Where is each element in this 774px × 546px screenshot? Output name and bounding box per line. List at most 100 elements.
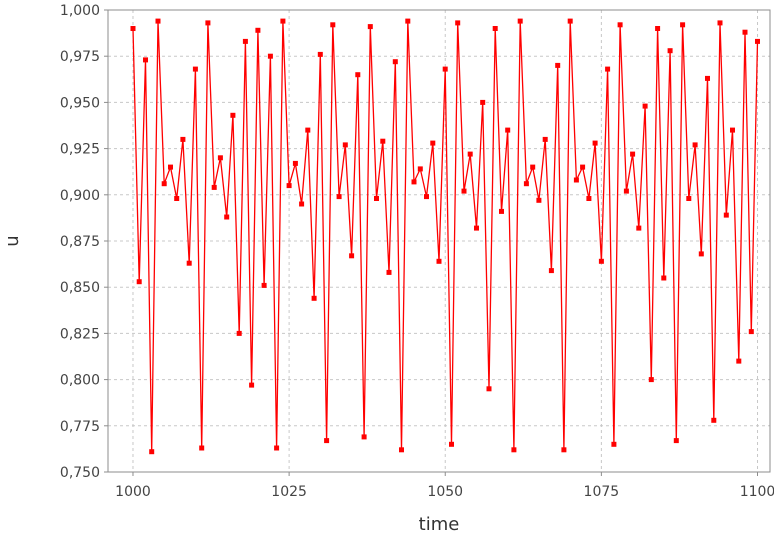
data-point — [523, 181, 529, 187]
data-point — [261, 282, 267, 288]
data-point — [455, 20, 461, 26]
series-layer — [130, 18, 760, 455]
data-point — [655, 26, 661, 31]
data-point — [648, 377, 654, 383]
y-tick-label: 0,925 — [60, 142, 100, 158]
data-point — [380, 138, 386, 144]
data-point — [161, 181, 167, 187]
data-point — [474, 225, 479, 231]
data-point — [336, 194, 342, 200]
y-tick-label: 0,825 — [60, 326, 100, 342]
data-point — [155, 18, 161, 24]
x-tick-label: 1075 — [584, 484, 620, 500]
data-point — [292, 160, 298, 166]
data-point — [299, 201, 305, 207]
data-point — [711, 417, 717, 423]
data-point — [673, 438, 679, 444]
data-point — [442, 66, 448, 72]
data-point — [211, 184, 217, 190]
data-point — [436, 258, 442, 264]
data-point — [405, 18, 411, 24]
data-point — [630, 151, 636, 157]
data-point — [598, 258, 604, 264]
data-point — [192, 66, 198, 72]
data-point — [255, 27, 261, 33]
data-point — [717, 20, 723, 26]
data-point — [486, 386, 492, 392]
data-point — [530, 164, 536, 170]
data-point — [736, 358, 742, 364]
y-tick-label: 0,800 — [60, 373, 100, 389]
data-point — [355, 72, 361, 78]
data-point — [567, 18, 573, 24]
data-point — [605, 66, 611, 72]
y-tick-label: 0,775 — [60, 419, 100, 435]
data-point — [367, 24, 373, 30]
data-point — [317, 51, 323, 57]
x-tick-label: 1000 — [115, 484, 151, 500]
data-point — [611, 441, 617, 447]
data-point — [149, 449, 155, 455]
data-point — [492, 26, 498, 31]
data-point — [430, 140, 436, 146]
series-line — [132, 21, 759, 452]
data-point — [130, 26, 136, 31]
y-tick-label: 0,875 — [60, 234, 100, 250]
data-point — [205, 20, 211, 26]
data-point — [592, 140, 598, 146]
data-point — [374, 196, 379, 201]
data-point — [411, 179, 417, 185]
data-point — [305, 127, 311, 133]
data-point — [217, 155, 223, 161]
data-point — [143, 57, 148, 63]
data-point — [249, 382, 255, 388]
data-point — [730, 127, 735, 133]
data-point — [748, 329, 754, 335]
data-point — [311, 295, 317, 301]
data-point — [680, 22, 686, 28]
data-point — [511, 447, 517, 453]
data-point — [349, 253, 355, 259]
data-point — [180, 136, 186, 142]
grid-layer — [108, 9, 770, 473]
data-point — [361, 434, 367, 440]
y-tick-label: 0,975 — [60, 49, 100, 65]
x-tick-label: 1100 — [740, 484, 774, 500]
data-point — [573, 177, 579, 183]
tick-layer: 0,750 0,775 0,800 0,825 0,850 0,875 0,900 0,925… — [60, 3, 774, 500]
data-point — [505, 127, 511, 133]
data-point — [186, 260, 192, 266]
data-point — [274, 445, 280, 451]
y-tick-label: 0,850 — [60, 280, 100, 296]
data-point — [642, 103, 648, 109]
data-point — [236, 330, 242, 336]
data-point — [280, 18, 286, 24]
data-point — [324, 438, 330, 444]
data-point — [555, 62, 561, 68]
data-point — [342, 142, 348, 148]
x-tick-label: 1025 — [271, 484, 307, 500]
data-point — [230, 112, 236, 118]
data-point — [636, 225, 642, 231]
data-point — [174, 196, 180, 201]
data-point — [617, 22, 623, 28]
data-point — [517, 18, 523, 24]
data-point — [561, 447, 567, 453]
data-point — [580, 164, 586, 170]
data-point — [392, 59, 398, 65]
data-point — [536, 197, 542, 203]
data-point — [399, 447, 404, 453]
data-point — [467, 151, 473, 157]
data-point — [480, 99, 486, 105]
data-point — [755, 38, 760, 44]
data-point — [461, 188, 467, 194]
y-tick-label: 0,750 — [60, 465, 100, 481]
data-point — [242, 38, 248, 44]
data-point — [424, 194, 429, 200]
data-point — [623, 188, 629, 194]
data-point — [168, 164, 173, 170]
data-point — [742, 29, 748, 35]
data-point — [692, 142, 698, 148]
data-point — [417, 166, 423, 172]
